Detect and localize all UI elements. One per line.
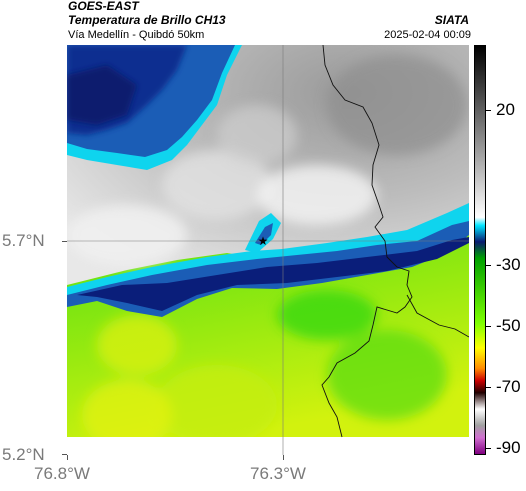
warm-texture [82,290,447,450]
colorbar-label: -50 [496,316,521,335]
colorbar-tick [486,326,491,327]
northwest-cold-cloud [67,45,242,170]
colorbar-label: 20 [496,100,515,119]
satellite-image: ★ [67,45,469,455]
colorbar-label: -30 [496,255,521,274]
location-subtitle: Vía Medellín - Quibdó 50km [68,29,205,41]
convective-cell [245,213,281,253]
product-title: GOES-EAST [68,0,139,13]
colorbar [474,45,486,455]
no-data-strip [67,437,469,455]
colorbar-tick [486,110,491,111]
colorbar-tick [486,265,491,266]
colorbar-tick [486,387,491,388]
lat-tick-mark [62,241,67,242]
lat-tick-mark [62,454,67,455]
border-line-east [406,294,469,338]
satellite-map[interactable]: ★ [67,45,469,455]
location-marker-star: ★ [258,234,269,248]
cloud-texture [67,55,467,265]
lon-tick-mark [283,455,284,460]
band-title: Temperatura de Brillo CH13 [68,13,226,27]
colorbar-tick [486,448,491,449]
lon-tick-label: 76.8°W [34,464,90,483]
colorbar-label: -70 [496,377,521,396]
organization-label: SIATA [434,13,469,27]
lat-tick-label: 5.2°N [2,445,45,464]
colorbar-label: -90 [496,438,521,457]
cold-cloud-band [67,203,469,317]
timestamp-label: 2025-02-04 00:09 [384,29,471,41]
lon-tick-mark [67,455,68,460]
lon-tick-label: 76.3°W [250,464,306,483]
lat-tick-label: 5.7°N [2,231,45,250]
border-line-main [321,45,413,438]
